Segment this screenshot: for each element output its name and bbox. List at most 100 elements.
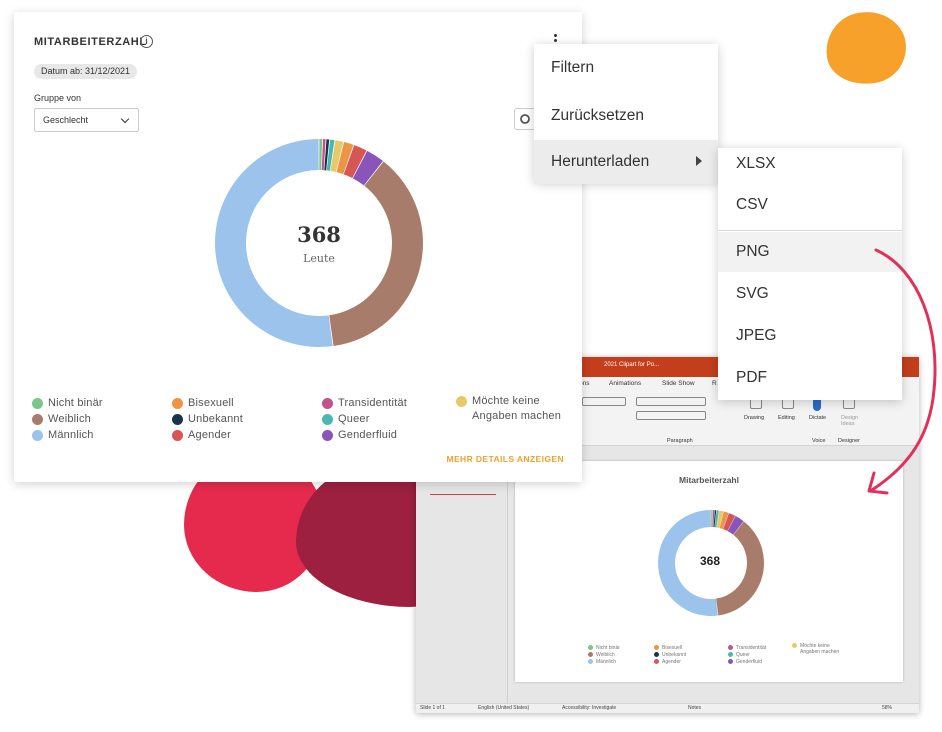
legend-item[interactable]: Männlich xyxy=(32,428,94,443)
donut-slice-genderfluid[interactable] xyxy=(727,516,744,535)
slide-legend-item: Bisexuell xyxy=(654,645,682,651)
legend-item[interactable]: Queer xyxy=(322,412,370,427)
slide-legend-dot xyxy=(588,652,593,657)
ppt-window-title: 2021 Clipart for Po... xyxy=(604,362,660,368)
paragraph-controls[interactable] xyxy=(636,397,706,406)
donut-slice-transidentität[interactable] xyxy=(712,510,715,528)
slide-legend-label: Möchte keine Angaben machen xyxy=(800,643,840,655)
donut-slice-queer[interactable] xyxy=(326,139,335,171)
donut-slice-transidentität[interactable] xyxy=(321,139,326,171)
ppt-tab-slideshow[interactable]: Slide Show xyxy=(662,380,695,387)
slide-legend-label: Weiblich xyxy=(596,652,615,658)
status-accessibility[interactable]: Accessibility: Investigate xyxy=(562,705,617,711)
submenu-arrow-icon xyxy=(696,156,702,166)
legend-item[interactable]: Weiblich xyxy=(32,412,91,427)
donut-slice-bisexuell[interactable] xyxy=(336,142,354,175)
ppt-group-label: Voice xyxy=(812,438,826,444)
donut-slice-männlich[interactable] xyxy=(214,139,333,347)
legend-item[interactable]: Bisexuell xyxy=(172,396,234,411)
menu-item-reset[interactable]: Zurücksetzen xyxy=(551,107,645,124)
ppt-group-label: Drawing xyxy=(744,415,765,421)
donut-slice-agender[interactable] xyxy=(723,513,736,531)
download-csv[interactable]: CSV xyxy=(736,196,768,213)
donut-slice-weiblich[interactable] xyxy=(329,161,423,346)
slide-legend-dot xyxy=(728,652,733,657)
donut-slice-agender[interactable] xyxy=(343,145,367,179)
donut-slice-genderfluid[interactable] xyxy=(352,150,383,186)
menu-item-download[interactable]: Herunterladen xyxy=(534,140,718,184)
legend-item[interactable]: Möchte keine Angaben machen xyxy=(456,394,571,424)
decorative-blob-orange xyxy=(820,5,912,91)
slide-legend-dot xyxy=(654,659,659,664)
slide-legend-item: Transidentität xyxy=(728,645,766,651)
paragraph-controls[interactable] xyxy=(636,411,706,420)
legend-item[interactable]: Unbekannt xyxy=(172,412,243,427)
ppt-tab[interactable]: ons xyxy=(579,380,590,387)
slide-legend-dot xyxy=(588,659,593,664)
legend-dot xyxy=(172,398,183,409)
slide-legend-dot xyxy=(728,659,733,664)
context-menu: Filtern Zurücksetzen Herunterladen xyxy=(534,44,718,184)
donut-slice-nicht-binär[interactable] xyxy=(319,139,323,171)
donut-slice-weiblich[interactable] xyxy=(716,521,764,616)
legend-dot xyxy=(322,414,333,425)
legend-label: Nicht binär xyxy=(48,397,103,409)
download-xlsx[interactable]: XLSX xyxy=(736,155,776,172)
ppt-tab-animations[interactable]: Animations xyxy=(609,380,642,387)
donut-slice-möchte-keine-angaben-machen[interactable] xyxy=(716,510,724,528)
legend-label: Genderfluid xyxy=(338,429,398,441)
curved-arrow-icon xyxy=(867,248,937,495)
donut-slice-männlich[interactable] xyxy=(658,510,719,616)
slide-legend-dot xyxy=(588,645,593,650)
legend-dot xyxy=(456,396,467,407)
slide-legend-dot xyxy=(792,643,797,648)
legend-item[interactable]: Transidentität xyxy=(322,396,407,411)
legend-label: Weiblich xyxy=(48,413,91,425)
legend-item[interactable]: Agender xyxy=(172,428,231,443)
download-png[interactable]: PNG xyxy=(718,232,902,272)
menu-item-download-label: Herunterladen xyxy=(551,153,650,170)
download-pdf[interactable]: PDF xyxy=(736,369,767,386)
legend-dot xyxy=(172,414,183,425)
slide-legend-label: Unbekannt xyxy=(662,652,687,658)
download-svg[interactable]: SVG xyxy=(736,285,769,302)
slide-legend-label: Männlich xyxy=(596,659,617,665)
group-by-select[interactable]: Geschlecht xyxy=(34,108,139,132)
legend-item[interactable]: Genderfluid xyxy=(322,428,397,443)
info-icon[interactable]: i xyxy=(140,35,153,48)
legend-dot xyxy=(32,430,43,441)
employee-count-card: MITARBEITERZAHL i Datum ab: 31/12/2021 G… xyxy=(14,12,582,482)
legend-item[interactable]: Nicht binär xyxy=(32,396,103,411)
more-details-link[interactable]: MEHR DETAILS ANZEIGEN xyxy=(446,454,564,464)
legend-label: Möchte keine Angaben machen xyxy=(472,395,562,422)
ppt-thumbnail-pane xyxy=(416,446,508,703)
ppt-group-label: Designer xyxy=(838,438,861,444)
ppt-group-label: Design Ideas xyxy=(841,415,859,427)
slide-legend-item: Unbekannt xyxy=(654,652,686,658)
donut-unit: Leute xyxy=(303,252,335,265)
status-notes[interactable]: Notes xyxy=(688,705,702,711)
donut-slice-nicht-binär[interactable] xyxy=(711,510,713,528)
donut-slice-unbekannt[interactable] xyxy=(324,139,330,171)
status-zoom[interactable]: 58% xyxy=(882,705,893,711)
download-jpeg[interactable]: JPEG xyxy=(736,327,777,344)
slide-legend-item: Agender xyxy=(654,659,681,665)
ppt-tab[interactable]: R xyxy=(712,380,717,387)
legend-dot xyxy=(32,414,43,425)
donut-slice-unbekannt[interactable] xyxy=(713,510,717,528)
legend-label: Unbekannt xyxy=(188,413,244,425)
font-size-box[interactable] xyxy=(582,397,626,406)
donut-slice-queer[interactable] xyxy=(714,510,719,528)
donut-slice-möchte-keine-angaben-machen[interactable] xyxy=(330,140,344,173)
download-submenu: XLSX CSV PNG SVG JPEG PDF xyxy=(718,148,902,400)
chart-settings-button[interactable] xyxy=(514,108,536,130)
ppt-group-label: Editing xyxy=(778,415,795,421)
ppt-statusbar: Slide 1 of 1 English (United States) Acc… xyxy=(416,703,919,713)
menu-item-filter[interactable]: Filtern xyxy=(551,59,595,76)
legend-label: Transidentität xyxy=(338,397,408,409)
legend-label: Agender xyxy=(188,429,231,441)
donut-slice-bisexuell[interactable] xyxy=(719,511,729,530)
ppt-slide[interactable]: Mitarbeiterzahl Nicht binär Weiblich Männl… xyxy=(515,461,903,682)
legend-dot xyxy=(172,430,183,441)
group-by-label: Gruppe von xyxy=(34,93,82,103)
